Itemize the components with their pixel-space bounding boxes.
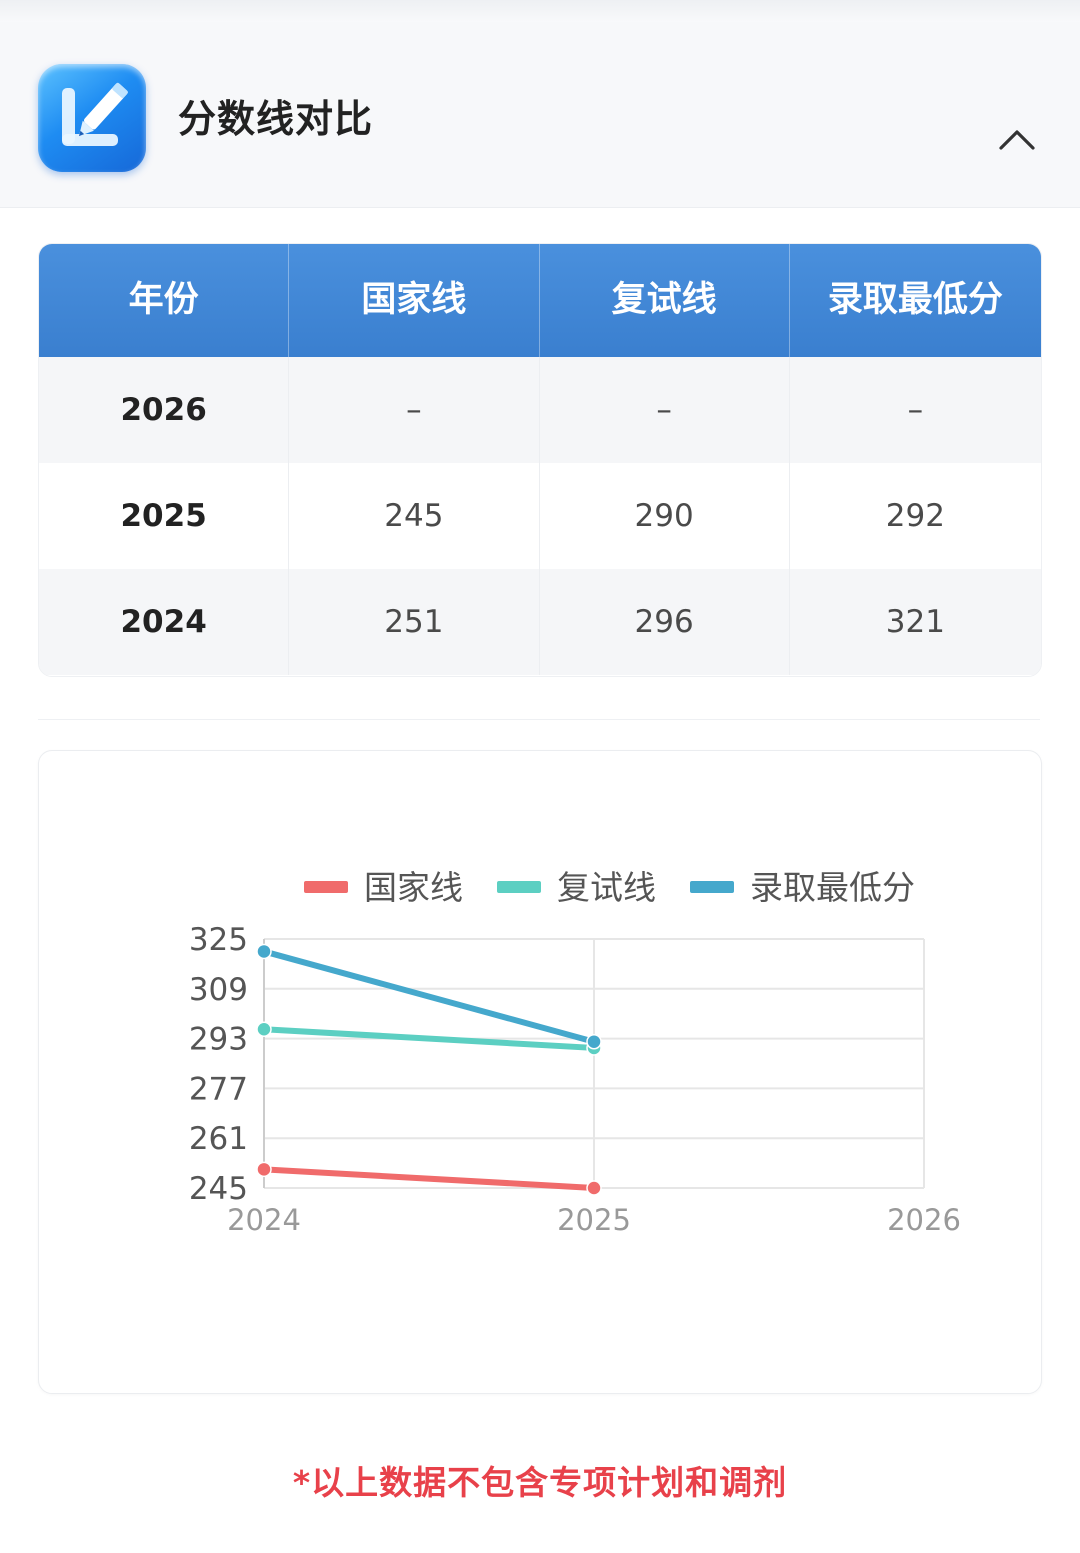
cell-retest-line: 296 xyxy=(540,569,790,675)
collapse-button[interactable] xyxy=(992,114,1042,164)
header-year: 年份 xyxy=(39,244,290,357)
x-tick-label: 2026 xyxy=(887,1203,961,1237)
cell-year: 2026 xyxy=(39,357,290,463)
legend-label: 国家线 xyxy=(364,868,463,907)
header-retest-line: 复试线 xyxy=(540,244,790,357)
table-row: 2024 251 296 321 xyxy=(39,569,1041,675)
data-point xyxy=(256,1161,272,1178)
section-header[interactable]: 分数线对比 xyxy=(0,22,1080,208)
footnote: *以上数据不包含专项计划和调剂 xyxy=(292,1463,788,1502)
y-tick-label: 309 xyxy=(189,972,248,1008)
series-line-2 xyxy=(261,1026,597,1051)
legend-swatch xyxy=(497,881,541,893)
cell-year: 2025 xyxy=(39,463,290,569)
header-national-line: 国家线 xyxy=(289,244,540,357)
cell-retest-line: – xyxy=(540,357,790,463)
cell-retest-line: 290 xyxy=(540,463,790,569)
y-tick-label: 277 xyxy=(189,1071,248,1107)
series-line-3 xyxy=(261,948,597,1045)
score-table: 年份 国家线 复试线 录取最低分 2026 – – – 2025 245 290… xyxy=(38,243,1042,677)
y-tick-label: 245 xyxy=(189,1171,248,1207)
cell-min-admission: – xyxy=(907,392,924,428)
table-header-row: 年份 国家线 复试线 录取最低分 xyxy=(39,244,1041,357)
chevron-up-icon xyxy=(999,130,1035,150)
header-min-admission: 录取最低分 xyxy=(827,280,1003,320)
legend-label: 录取最低分 xyxy=(750,868,915,907)
y-tick-label: 261 xyxy=(189,1121,248,1157)
cell-national-line: – xyxy=(289,357,540,463)
cell-year: 2024 xyxy=(39,569,290,675)
edit-pencil-icon xyxy=(38,64,146,172)
cell-min-admission: 321 xyxy=(885,604,945,640)
y-tick-label: 325 xyxy=(189,922,248,958)
x-tick-label: 2025 xyxy=(557,1203,631,1237)
section-title: 分数线对比 xyxy=(178,97,374,141)
data-point xyxy=(586,1180,602,1196)
x-tick-label: 2024 xyxy=(227,1203,301,1237)
chart-canvas: 245 261 277 293 309 325 2024 2025 2026 国家线 复试线 录取最低… xyxy=(189,868,961,1237)
legend-label: 复试线 xyxy=(557,868,656,907)
cell-min-admission: 292 xyxy=(885,498,945,534)
top-strip xyxy=(0,0,1080,22)
legend-swatch xyxy=(304,881,348,893)
table-row: 2026 – – – xyxy=(39,357,1041,463)
data-point xyxy=(256,943,272,960)
divider xyxy=(38,719,1040,720)
legend-swatch xyxy=(690,881,734,893)
score-line-chart: 245 261 277 293 309 325 2024 2025 2026 国家线 复试线 录取最低… xyxy=(38,750,1042,1394)
cell-national-line: 251 xyxy=(289,569,540,675)
y-tick-label: 293 xyxy=(189,1022,248,1058)
cell-national-line: 245 xyxy=(289,463,540,569)
data-point xyxy=(586,1033,602,1050)
data-point xyxy=(256,1021,272,1038)
series-line-1 xyxy=(261,1166,597,1191)
table-row: 2025 245 290 292 xyxy=(39,463,1041,569)
